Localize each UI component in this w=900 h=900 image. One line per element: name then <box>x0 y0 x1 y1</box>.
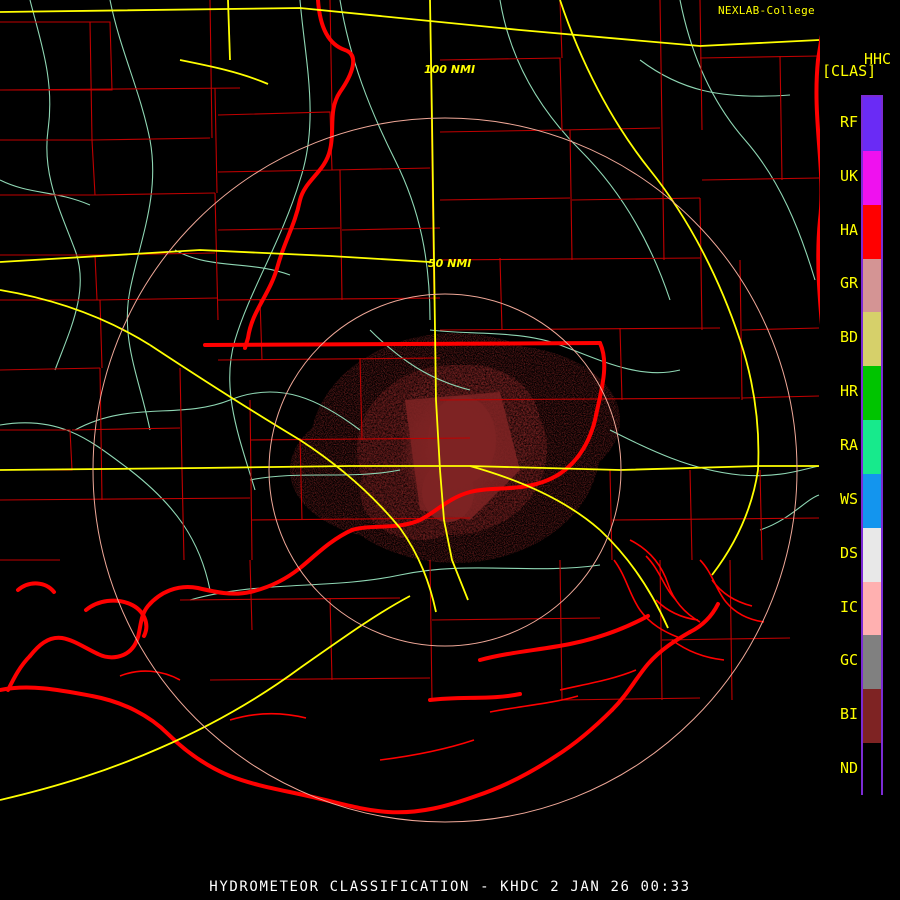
range-ring-layer <box>92 117 798 823</box>
highway-layer <box>0 0 820 801</box>
classification-legend-panel: HHC [CLAS] RF UK HA GR BD HR RA WS DS IC GC BI ND <box>820 0 900 875</box>
title-bar: HYDROMETEOR CLASSIFICATION - KHDC 2 JAN … <box>0 875 900 900</box>
legend-label-gr: GR <box>839 274 858 293</box>
colorbar-segment-ic[interactable] <box>863 581 881 636</box>
product-code-label: HHC <box>864 50 892 68</box>
product-mode-label: [CLAS] <box>822 62 877 80</box>
radar-map-panel[interactable]: 100 NMI 50 NMI NEXLAB-College of DuPage <box>0 0 820 875</box>
legend-label-ic: IC <box>839 597 858 616</box>
map-canvas: 100 NMI 50 NMI <box>0 0 820 823</box>
legend-label-rf: RF <box>839 112 858 131</box>
colorbar-segment-gc[interactable] <box>863 635 881 690</box>
colorbar-segment-bd[interactable] <box>863 312 881 367</box>
legend-label-nd: ND <box>839 759 858 778</box>
legend-label-ra: RA <box>839 436 858 454</box>
legend-label-bi: BI <box>839 705 858 724</box>
colorbar-segment-bi[interactable] <box>863 689 881 744</box>
river-layer <box>0 0 820 601</box>
legend-label-ds: DS <box>839 543 858 562</box>
legend-label-bd: BD <box>839 328 858 347</box>
state-boundary-layer <box>0 0 820 815</box>
range-ring-100nmi <box>92 117 798 823</box>
colorbar-segment-ds[interactable] <box>863 527 881 582</box>
range-ring-50nmi <box>268 293 622 647</box>
legend-label-hr: HR <box>839 382 858 401</box>
range-ring-label-100nmi: 100 NMI <box>424 63 475 76</box>
colorbar-segment-uk[interactable] <box>863 150 881 205</box>
colorbar-segment-ha[interactable] <box>863 204 881 259</box>
colorbar-segment-ws[interactable] <box>863 473 881 528</box>
attribution-label: NEXLAB-College of DuPage <box>718 4 820 17</box>
classification-colorbar[interactable] <box>861 95 883 797</box>
marsh-detail-layer <box>119 539 765 761</box>
legend-label-gc: GC <box>839 651 858 670</box>
legend-label-uk: UK <box>839 166 858 185</box>
colorbar-segment-nd[interactable] <box>863 743 881 797</box>
colorbar-segment-gr[interactable] <box>863 258 881 313</box>
product-title: HYDROMETEOR CLASSIFICATION - KHDC 2 JAN … <box>209 879 691 895</box>
range-ring-label-50nmi: 50 NMI <box>428 257 471 270</box>
legend-label-ws: WS <box>839 489 858 508</box>
colorbar-segment-rf[interactable] <box>863 97 881 151</box>
county-boundary-layer <box>0 0 820 701</box>
legend-label-ha: HA <box>839 220 858 239</box>
colorbar-segment-hr[interactable] <box>863 366 881 421</box>
colorbar-segment-ra[interactable] <box>863 420 881 474</box>
